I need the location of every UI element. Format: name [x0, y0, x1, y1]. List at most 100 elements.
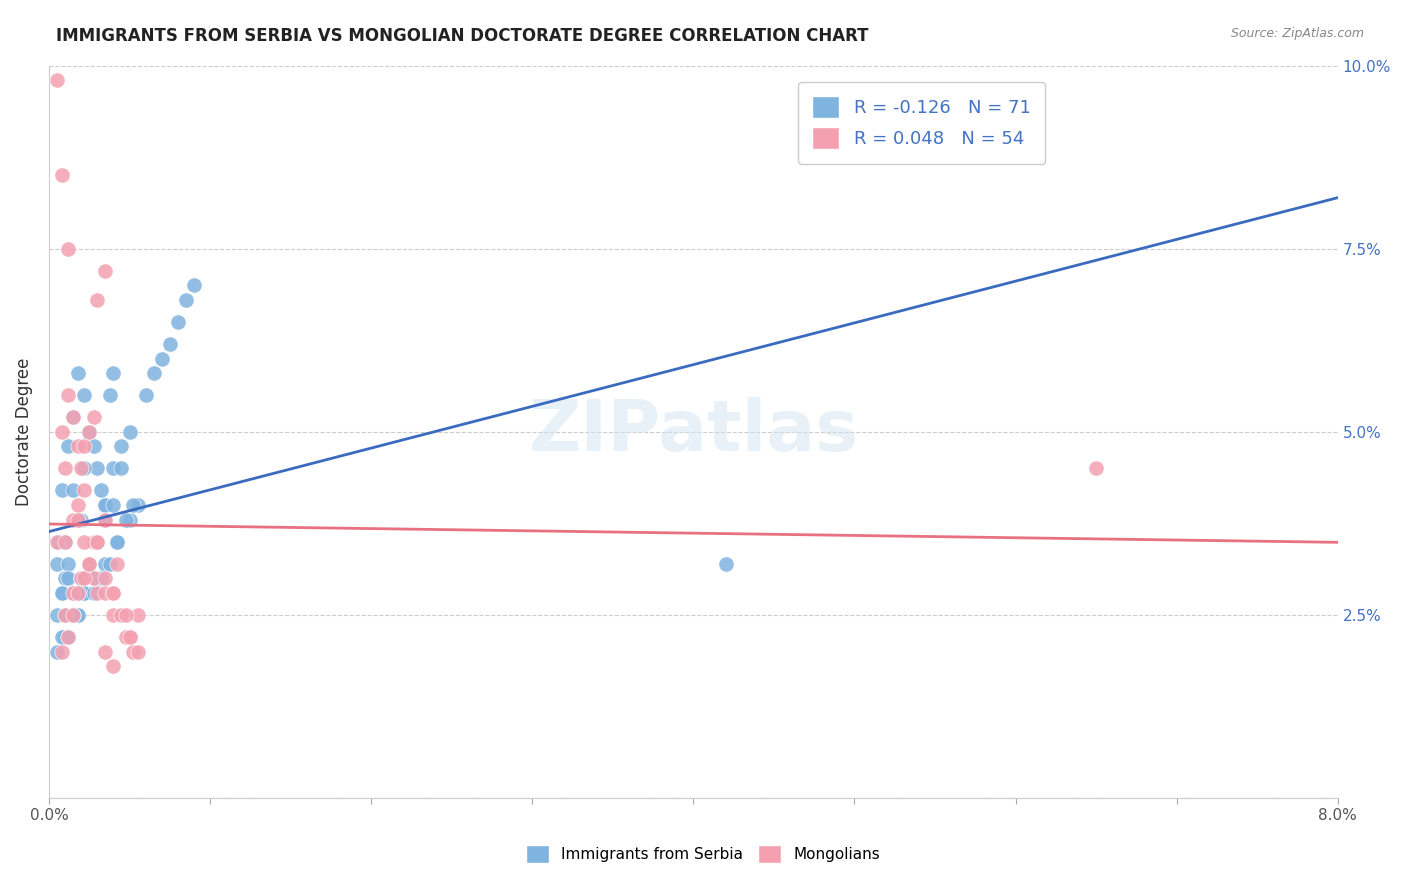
Point	[105, 534, 128, 549]
Point	[115, 630, 138, 644]
Point	[66, 607, 89, 622]
Point	[135, 388, 157, 402]
Point	[89, 571, 111, 585]
Point	[118, 425, 141, 439]
Point	[66, 586, 89, 600]
Point	[110, 607, 132, 622]
Point	[73, 483, 96, 498]
Point	[115, 513, 138, 527]
Point	[51, 630, 73, 644]
Point	[70, 586, 93, 600]
Point	[51, 483, 73, 498]
Point	[94, 571, 117, 585]
Point	[66, 513, 89, 527]
Point	[58, 630, 80, 644]
Point	[183, 278, 205, 293]
Point	[94, 513, 117, 527]
Point	[83, 571, 105, 585]
Point	[46, 644, 69, 658]
Point	[62, 607, 84, 622]
Point	[127, 607, 149, 622]
Point	[121, 498, 143, 512]
Point	[53, 607, 76, 622]
Point	[103, 586, 125, 600]
Point	[94, 586, 117, 600]
Point	[62, 410, 84, 425]
Point	[46, 607, 69, 622]
Point	[77, 425, 100, 439]
Point	[83, 534, 105, 549]
Point	[73, 586, 96, 600]
Text: ZIPatlas: ZIPatlas	[529, 397, 859, 467]
Point	[70, 571, 93, 585]
Point	[53, 630, 76, 644]
Point	[51, 169, 73, 183]
Point	[98, 557, 121, 571]
Point	[94, 557, 117, 571]
Text: IMMIGRANTS FROM SERBIA VS MONGOLIAN DOCTORATE DEGREE CORRELATION CHART: IMMIGRANTS FROM SERBIA VS MONGOLIAN DOCT…	[56, 27, 869, 45]
Point	[115, 607, 138, 622]
Y-axis label: Doctorate Degree: Doctorate Degree	[15, 358, 32, 506]
Point	[103, 586, 125, 600]
Point	[94, 644, 117, 658]
Point	[127, 498, 149, 512]
Point	[73, 571, 96, 585]
Point	[83, 410, 105, 425]
Text: Source: ZipAtlas.com: Source: ZipAtlas.com	[1230, 27, 1364, 40]
Point	[94, 513, 117, 527]
Point	[86, 586, 108, 600]
Point	[58, 630, 80, 644]
Point	[66, 498, 89, 512]
Point	[53, 534, 76, 549]
Point	[70, 513, 93, 527]
Point	[105, 557, 128, 571]
Point	[110, 440, 132, 454]
Point	[66, 440, 89, 454]
Point	[51, 425, 73, 439]
Point	[66, 513, 89, 527]
Point	[46, 557, 69, 571]
Point	[46, 534, 69, 549]
Point	[66, 366, 89, 380]
Point	[103, 461, 125, 475]
Point	[62, 607, 84, 622]
Point	[70, 461, 93, 475]
Point	[62, 607, 84, 622]
Point	[118, 630, 141, 644]
Point	[110, 461, 132, 475]
Point	[83, 571, 105, 585]
Point	[103, 659, 125, 673]
Point	[62, 513, 84, 527]
Point	[77, 557, 100, 571]
Point	[83, 586, 105, 600]
Point	[121, 644, 143, 658]
Point	[142, 366, 165, 380]
Point	[58, 571, 80, 585]
Point	[60, 586, 83, 600]
Point	[73, 388, 96, 402]
Point	[73, 440, 96, 454]
Point	[86, 534, 108, 549]
Point	[174, 293, 197, 307]
Point	[62, 483, 84, 498]
Point	[53, 534, 76, 549]
Point	[77, 557, 100, 571]
Point	[89, 483, 111, 498]
Point	[53, 607, 76, 622]
Point	[73, 586, 96, 600]
Point	[51, 586, 73, 600]
Point	[127, 644, 149, 658]
Point	[714, 557, 737, 571]
Point	[86, 534, 108, 549]
Point	[150, 351, 173, 366]
Point	[1085, 461, 1108, 475]
Point	[70, 571, 93, 585]
Point	[166, 315, 188, 329]
Point	[103, 366, 125, 380]
Legend: Immigrants from Serbia, Mongolians: Immigrants from Serbia, Mongolians	[513, 832, 893, 875]
Point	[66, 607, 89, 622]
Legend: R = -0.126   N = 71, R = 0.048   N = 54: R = -0.126 N = 71, R = 0.048 N = 54	[799, 82, 1045, 164]
Point	[62, 410, 84, 425]
Point	[77, 557, 100, 571]
Point	[86, 293, 108, 307]
